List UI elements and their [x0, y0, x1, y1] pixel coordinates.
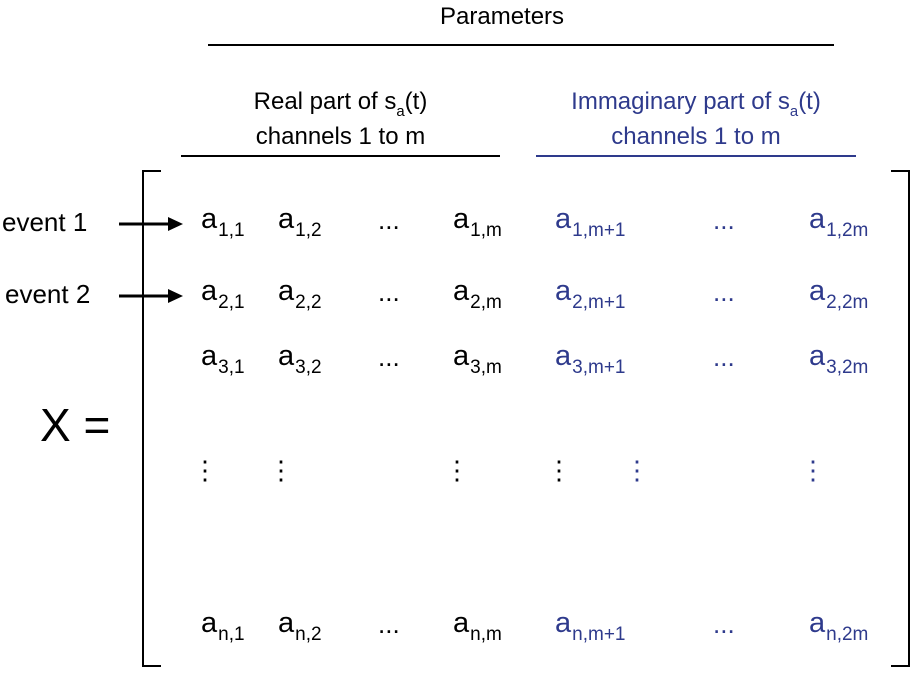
- matrix-element: a1,m: [453, 203, 502, 241]
- event-1-label: event 1: [2, 207, 88, 237]
- matrix-element: a3,2: [278, 340, 322, 378]
- event-2-label: event 2: [5, 279, 91, 309]
- matrix-element-imag: a1,2m: [809, 203, 869, 241]
- imag-header-arg: (t): [798, 88, 821, 115]
- matrix-element-imag: an,2m: [809, 607, 869, 645]
- matrix-element: a3,1: [201, 340, 245, 378]
- row-ellipsis-imag: ...: [713, 205, 735, 235]
- imaginary-part-header: Immaginary part of sa(t) channels 1 to m: [538, 86, 854, 152]
- left-bracket: [142, 170, 161, 667]
- row-ellipsis: ...: [378, 609, 400, 639]
- row-ellipsis-imag: ...: [713, 609, 735, 639]
- row-ellipsis: ...: [378, 277, 400, 307]
- row-ellipsis: ...: [378, 205, 400, 235]
- real-part-header: Real part of sa(t) channels 1 to m: [204, 86, 477, 152]
- column-vdots: ⋮: [444, 455, 470, 485]
- matrix-element: a1,1: [201, 203, 245, 241]
- matrix-label: X =: [40, 399, 111, 451]
- column-vdots: ⋮: [268, 455, 294, 485]
- matrix-element: a2,2: [278, 275, 322, 313]
- real-header-arg: (t): [404, 88, 428, 115]
- row-ellipsis: ...: [378, 342, 400, 372]
- matrix-element-imag: a1,m+1: [555, 203, 626, 241]
- matrix-element: a2,1: [201, 275, 245, 313]
- event-1-arrow: [119, 217, 183, 231]
- matrix-element-imag: a2,m+1: [555, 275, 626, 313]
- matrix-element-imag: a2,2m: [809, 275, 869, 313]
- matrix-element: a1,2: [278, 203, 322, 241]
- matrix-element: an,1: [201, 607, 245, 645]
- matrix-element: a3,m: [453, 340, 502, 378]
- parameters-title: Parameters: [440, 3, 565, 30]
- matrix-element: an,2: [278, 607, 322, 645]
- row-ellipsis-imag: ...: [713, 342, 735, 372]
- row-ellipsis-imag: ...: [713, 277, 735, 307]
- matrix-element-imag: a3,2m: [809, 340, 869, 378]
- event-2-arrow: [119, 289, 183, 303]
- right-bracket: [891, 170, 910, 667]
- real-header-channels: channels 1 to m: [255, 123, 426, 150]
- real-header-subscript: a: [396, 103, 405, 120]
- imag-header-channels: channels 1 to m: [611, 123, 781, 150]
- column-vdots-imag: ⋮: [800, 455, 826, 485]
- imag-header-subscript: a: [789, 103, 799, 120]
- column-vdots: ⋮: [546, 455, 572, 485]
- column-vdots-imag: ⋮: [624, 455, 650, 485]
- matrix-element: an,m: [453, 607, 502, 645]
- imag-header-text: Immaginary part of s: [571, 88, 790, 115]
- real-header-text: Real part of s: [253, 88, 397, 115]
- matrix-element-imag: a3,m+1: [555, 340, 626, 378]
- matrix-element-imag: an,m+1: [555, 607, 626, 645]
- column-vdots: ⋮: [192, 455, 218, 485]
- matrix-element: a2,m: [453, 275, 502, 313]
